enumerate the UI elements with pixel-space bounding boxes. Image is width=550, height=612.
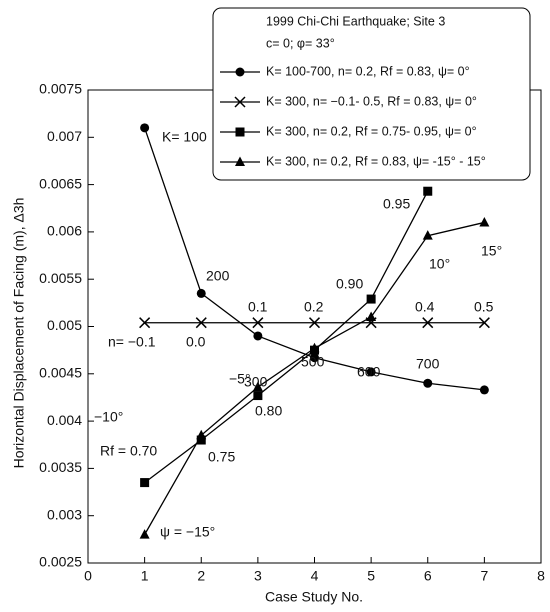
- legend-label: K= 300, n= 0.2, Rf = 0.75- 0.95, ψ= 0°: [266, 124, 477, 138]
- legend-label: K= 100-700, n= 0.2, Rf = 0.83, ψ= 0°: [266, 64, 470, 78]
- point: [310, 353, 319, 363]
- y-tick-label: 0.004: [47, 412, 82, 428]
- point: [140, 123, 150, 133]
- y-tick-label: 0.0045: [39, 365, 82, 381]
- legend-title: 1999 Chi-Chi Earthquake; Site 3: [266, 14, 445, 28]
- y-tick-label: 0.0075: [39, 81, 82, 97]
- point: [195, 317, 207, 329]
- annotation: −10°: [94, 409, 123, 425]
- annotation: 0.5: [474, 299, 494, 315]
- annotation: 0.80: [255, 403, 282, 419]
- legend-label: K= 300, n= 0.2, Rf = 0.83, ψ= -15° - 15°: [266, 154, 486, 168]
- x-tick-label: 8: [537, 568, 545, 584]
- annotation: −5°: [229, 371, 251, 387]
- legend-box: [212, 7, 531, 181]
- point: [422, 317, 434, 329]
- point: [479, 216, 490, 227]
- point: [252, 317, 264, 329]
- point: [235, 127, 245, 137]
- point: [308, 317, 321, 329]
- point: [366, 294, 376, 304]
- point: [140, 478, 150, 488]
- annotation: 0.95: [383, 196, 410, 212]
- point: [309, 342, 320, 353]
- x-tick-label: 1: [141, 568, 149, 584]
- annotation: 0.2: [304, 299, 324, 315]
- point: [253, 331, 263, 341]
- annotation: 300: [244, 374, 268, 390]
- point: [139, 317, 151, 329]
- y-tick-label: 0.005: [47, 317, 82, 333]
- annotation: 0.4: [415, 299, 435, 315]
- y-tick-label: 0.003: [47, 506, 82, 522]
- annotation: 0.90: [336, 276, 363, 292]
- point: [196, 435, 206, 445]
- x-tick-label: 5: [367, 568, 375, 584]
- y-tick-label: 0.0035: [39, 459, 82, 475]
- y-axis-label: Horizontal Displacement of Facing (m), Δ…: [11, 198, 27, 469]
- point: [366, 311, 377, 322]
- annotation: n= −0.1: [108, 334, 156, 350]
- annotation: ψ = −15°: [160, 524, 215, 540]
- legend-title: c= 0; φ= 33°: [266, 36, 335, 50]
- series-line: [144, 190, 429, 484]
- point: [196, 429, 207, 440]
- point: [366, 367, 376, 377]
- annotation: 0.75: [208, 449, 235, 465]
- point: [479, 385, 489, 395]
- y-tick-label: 0.0065: [39, 175, 82, 191]
- x-tick-label: 2: [197, 568, 205, 584]
- y-tick-label: 0.007: [47, 128, 82, 144]
- annotation: 0.1: [248, 299, 268, 315]
- annotation: 10°: [429, 256, 450, 272]
- y-tick-label: 0.006: [47, 223, 82, 239]
- point: [234, 96, 246, 108]
- point: [196, 288, 206, 298]
- annotation: 200: [206, 268, 230, 284]
- annotation: 700: [416, 356, 440, 372]
- x-tick-label: 7: [480, 568, 488, 584]
- point: [139, 529, 150, 539]
- point: [252, 381, 263, 392]
- point: [253, 391, 263, 401]
- point: [235, 67, 245, 77]
- x-tick-label: 3: [254, 568, 262, 584]
- x-tick-label: 0: [84, 568, 92, 584]
- legend-label: K= 300, n= −0.1- 0.5, Rf = 0.83, ψ= 0°: [266, 94, 477, 108]
- x-axis-label: Case Study No.: [265, 589, 363, 605]
- annotation: 15°: [481, 243, 502, 259]
- y-tick-label: 0.0025: [39, 554, 82, 570]
- x-tick-label: 6: [424, 568, 432, 584]
- annotation: 600: [357, 364, 381, 380]
- x-tick-label: 4: [311, 568, 319, 584]
- point: [422, 230, 433, 240]
- point: [478, 317, 490, 329]
- y-tick-label: 0.0055: [39, 270, 82, 286]
- annotation: K= 100: [162, 129, 207, 145]
- point: [235, 156, 245, 166]
- annotation: Rf = 0.70: [100, 443, 157, 459]
- point: [423, 186, 433, 196]
- annotation: 0.0: [186, 334, 206, 350]
- annotation: 500: [301, 354, 325, 370]
- point: [423, 378, 433, 388]
